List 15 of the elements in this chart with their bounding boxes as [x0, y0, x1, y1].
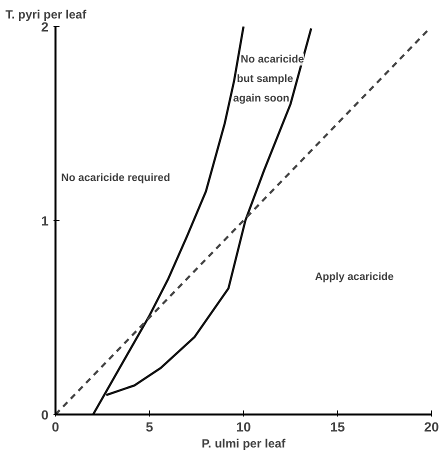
- annotation: Apply acaricide: [314, 270, 394, 283]
- x-axis-title: P. ulmi per leaf: [202, 436, 286, 450]
- x-tick-label: 15: [330, 420, 346, 434]
- x-tick-label: 10: [236, 420, 251, 434]
- annotation: but sample: [236, 72, 294, 85]
- annotation: No acaricide: [240, 53, 304, 66]
- y-tick-label: 0: [41, 408, 49, 422]
- y-tick-label: 1: [41, 214, 50, 228]
- y-axis-title: T. pyri per leaf: [6, 8, 88, 22]
- x-tick-label: 5: [146, 420, 154, 434]
- annotation: again soon: [233, 92, 290, 104]
- x-tick-label: 0: [52, 420, 60, 434]
- y-tick-label: 2: [41, 20, 49, 34]
- x-tick-label: 20: [424, 420, 439, 434]
- annotation: No acaricide required: [61, 172, 170, 184]
